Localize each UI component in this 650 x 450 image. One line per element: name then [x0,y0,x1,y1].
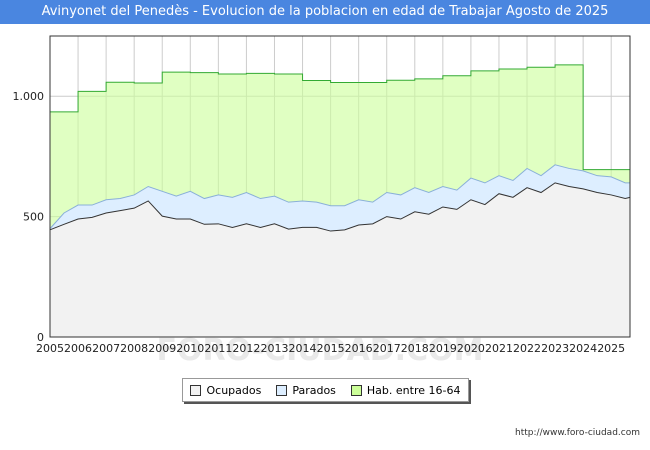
y-tick-label-500: 500 [23,211,44,224]
x-tick-label-2006: 2006 [64,342,92,355]
x-tick-label-2008: 2008 [120,342,148,355]
plot-border [49,35,631,338]
legend-swatch-ocupados [190,384,202,396]
x-tick-label-2007: 2007 [92,342,120,355]
y-tick-label-0: 0 [37,331,44,344]
legend-item-parados: Parados [276,384,336,397]
x-tick-label-2021: 2021 [485,342,513,355]
x-tick-label-2022: 2022 [513,342,541,355]
x-tick-label-2018: 2018 [401,342,429,355]
x-tick-label-2020: 2020 [457,342,485,355]
x-tick-label-2024: 2024 [569,342,597,355]
y-tick-label-1000: 1.000 [13,90,45,103]
x-tick-label-2009: 2009 [148,342,176,355]
data-areas [49,64,631,338]
legend: Ocupados Parados Hab. entre 16-64 [182,378,469,402]
x-tick-label-2019: 2019 [429,342,457,355]
legend-swatch-habitantes [350,384,362,396]
watermark: FORO-CIUDAD.COM [157,333,484,368]
x-tick-label-2023: 2023 [541,342,569,355]
series-line-habitantes [49,64,630,337]
x-tick-label-2012: 2012 [232,342,260,355]
legend-item-ocupados: Ocupados [190,384,261,397]
x-tick-label-2025: 2025 [597,342,625,355]
source-url: http://www.foro-ciudad.com [515,428,640,438]
legend-label-ocupados: Ocupados [206,383,262,397]
x-tick-label-2016: 2016 [345,342,373,355]
series-line-parados [49,164,630,229]
x-tick-label-2013: 2013 [260,342,288,355]
legend-item-habitantes: Hab. entre 16-64 [350,383,461,397]
x-tick-label-2005: 2005 [36,342,64,355]
x-tick-label-2010: 2010 [176,342,204,355]
x-tick-label-2017: 2017 [373,342,401,355]
chart-title: Avinyonet del Penedès - Evolucion de la … [0,0,650,24]
x-tick-label-2014: 2014 [289,342,317,355]
x-tick-label-2011: 2011 [204,342,232,355]
series-line-ocupados [49,182,631,232]
axes: 2005 2006 2007 2008 2009 2010 2011 2012 2013 2014… [13,35,631,355]
legend-swatch-parados [276,384,288,396]
legend-label-habitantes: Hab. entre 16-64 [366,383,461,397]
series-area-ocupados [50,182,630,337]
legend-label-parados: Parados [292,383,336,397]
x-tick-label-2015: 2015 [317,342,345,355]
